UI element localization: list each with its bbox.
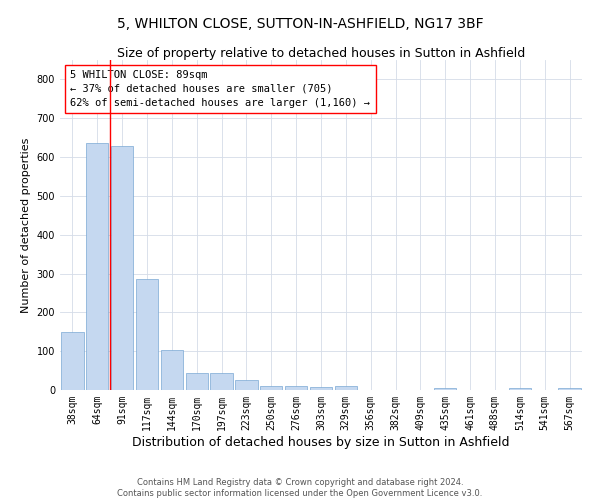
Text: Contains HM Land Registry data © Crown copyright and database right 2024.
Contai: Contains HM Land Registry data © Crown c…	[118, 478, 482, 498]
Bar	[260, 386, 283, 390]
Bar	[111, 146, 133, 390]
Bar	[434, 388, 457, 390]
X-axis label: Distribution of detached houses by size in Sutton in Ashfield: Distribution of detached houses by size …	[132, 436, 510, 448]
Bar	[335, 386, 357, 390]
Bar	[559, 388, 581, 390]
Title: Size of property relative to detached houses in Sutton in Ashfield: Size of property relative to detached ho…	[117, 47, 525, 60]
Text: 5, WHILTON CLOSE, SUTTON-IN-ASHFIELD, NG17 3BF: 5, WHILTON CLOSE, SUTTON-IN-ASHFIELD, NG…	[116, 18, 484, 32]
Bar	[509, 388, 531, 390]
Bar	[161, 350, 183, 390]
Bar	[136, 280, 158, 390]
Text: 5 WHILTON CLOSE: 89sqm
← 37% of detached houses are smaller (705)
62% of semi-de: 5 WHILTON CLOSE: 89sqm ← 37% of detached…	[70, 70, 370, 108]
Bar	[185, 374, 208, 390]
Bar	[285, 386, 307, 390]
Bar	[235, 380, 257, 390]
Bar	[86, 144, 109, 390]
Bar	[310, 388, 332, 390]
Bar	[61, 332, 83, 390]
Bar	[211, 374, 233, 390]
Y-axis label: Number of detached properties: Number of detached properties	[21, 138, 31, 312]
